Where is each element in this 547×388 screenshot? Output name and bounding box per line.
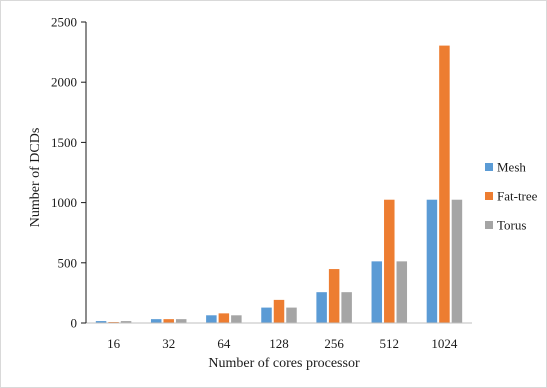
bar-torus-128 [286,307,297,323]
legend-swatch-mesh [485,163,493,171]
bar-torus-256 [341,292,352,323]
bar-mesh-128 [261,307,272,323]
bar-torus-1024 [451,199,463,323]
bar-mesh-256 [316,292,327,323]
bar-torus-512 [396,261,408,323]
y-tick-label: 1000 [51,195,77,210]
x-tick-label: 16 [107,336,121,351]
x-tick-label: 256 [324,336,344,351]
legend-swatch-torus [485,221,493,229]
x-tick-label: 64 [217,336,231,351]
legend-label-fat-tree: Fat-tree [497,189,538,204]
bar-torus-16 [120,321,132,323]
x-axis-ticks: 16 32 64 128 256 512 1024 [107,336,458,351]
y-tick-label: 2500 [51,15,77,30]
bar-fat-tree-1024 [439,45,450,324]
bar-fat-tree-128 [273,299,285,323]
y-tick-label: 1500 [51,135,77,150]
x-tick-label: 1024 [431,336,458,351]
bar-mesh-16 [95,321,107,323]
bar-fat-tree-64 [218,313,230,323]
legend: Mesh Fat-tree Torus [485,160,538,233]
bar-torus-64 [231,315,242,323]
x-axis-title: Number of cores processor [208,356,360,371]
bar-torus-32 [175,319,187,323]
bar-fat-tree-32 [163,319,174,323]
y-tick-label: 0 [71,316,78,331]
bar-mesh-1024 [426,199,438,323]
x-tick-label: 32 [162,336,175,351]
bar-mesh-512 [371,261,383,323]
y-tick-label: 500 [58,255,78,270]
x-tick-label: 128 [269,336,289,351]
y-axis-ticks: 0 500 1000 1500 2000 2500 [51,15,86,331]
bar-fat-tree-512 [384,199,395,323]
bar-mesh-64 [206,315,217,323]
y-tick-label: 2000 [51,75,77,90]
bar-mesh-32 [150,319,162,323]
legend-swatch-fat-tree [485,192,493,200]
legend-label-mesh: Mesh [497,160,526,175]
x-tick-label: 512 [380,336,400,351]
y-axis-title: Number of DCDs [28,128,43,228]
bar-fat-tree-256 [328,269,340,323]
bars [95,45,463,324]
legend-label-torus: Torus [497,218,526,233]
